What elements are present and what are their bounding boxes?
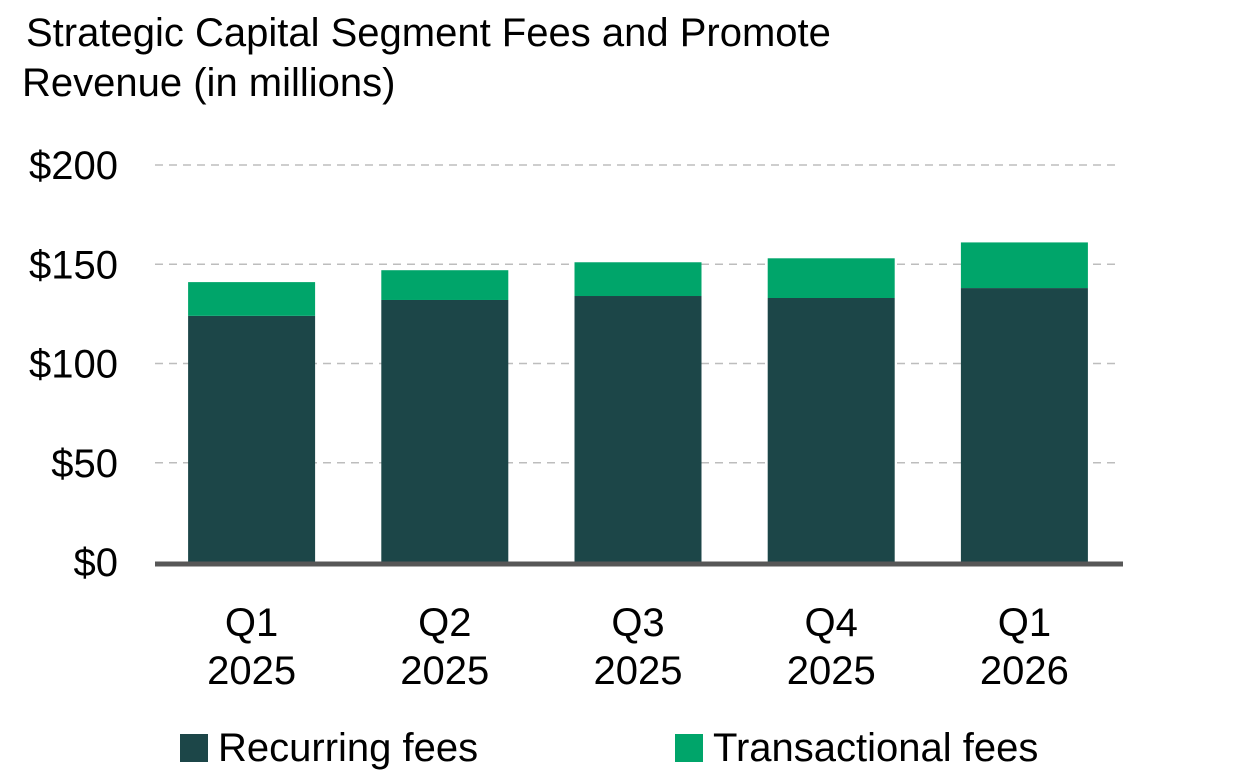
bars [188, 242, 1088, 562]
bar-recurring-fees [960, 288, 1088, 562]
bar-transactional-fees [767, 258, 895, 298]
chart-title-line-1: Strategic Capital Segment Fees and Promo… [26, 11, 831, 55]
bar-recurring-fees [767, 297, 895, 562]
bar-recurring-fees [381, 299, 509, 562]
x-tick-label-line: Q2 [418, 601, 471, 645]
y-tick-label: $50 [51, 442, 118, 486]
x-tick-label-line: 2025 [207, 649, 296, 693]
legend-label-transactional-fees: Transactional fees [713, 725, 1039, 770]
x-tick-label-line: 2025 [400, 649, 489, 693]
legend-label-recurring-fees: Recurring fees [218, 725, 479, 770]
x-tick-label: Q1 2025 [207, 601, 296, 693]
x-tick-label-line: Q1 [225, 601, 278, 645]
y-axis-tick-labels: $0 $50 $100 $150 $200 [29, 144, 118, 585]
x-tick-label: Q2 2025 [400, 601, 489, 693]
y-tick-label: $0 [74, 541, 119, 585]
bar-transactional-fees [188, 282, 316, 316]
x-tick-label: Q3 2025 [594, 601, 683, 693]
bar-transactional-fees [381, 270, 509, 300]
y-tick-label: $150 [29, 243, 118, 287]
bar-recurring-fees [188, 315, 316, 562]
bar-recurring-fees [574, 296, 702, 562]
legend-item-recurring-fees: Recurring fees [180, 722, 478, 774]
x-tick-label: Q1 2026 [980, 601, 1069, 693]
legend-item-transactional-fees: Transactional fees [675, 722, 1038, 774]
legend: Recurring fees Transactional fees [0, 722, 1241, 774]
x-tick-label-line: 2025 [594, 649, 683, 693]
y-tick-label: $100 [29, 343, 118, 387]
x-tick-label: Q4 2025 [787, 601, 876, 693]
x-tick-label-line: 2025 [787, 649, 876, 693]
y-tick-label: $200 [29, 144, 118, 188]
legend-swatch-recurring-fees [180, 734, 208, 762]
bar-transactional-fees [574, 262, 702, 297]
x-tick-label-line: 2026 [980, 649, 1069, 693]
chart-title-line-2: Revenue (in millions) [22, 61, 396, 105]
bar-transactional-fees [960, 242, 1088, 289]
x-tick-label-line: Q3 [611, 601, 664, 645]
chart-title: Strategic Capital Segment Fees and Promo… [22, 8, 1002, 108]
x-tick-label-line: Q4 [805, 601, 858, 645]
x-tick-label-line: Q1 [998, 601, 1051, 645]
legend-swatch-transactional-fees [675, 734, 703, 762]
